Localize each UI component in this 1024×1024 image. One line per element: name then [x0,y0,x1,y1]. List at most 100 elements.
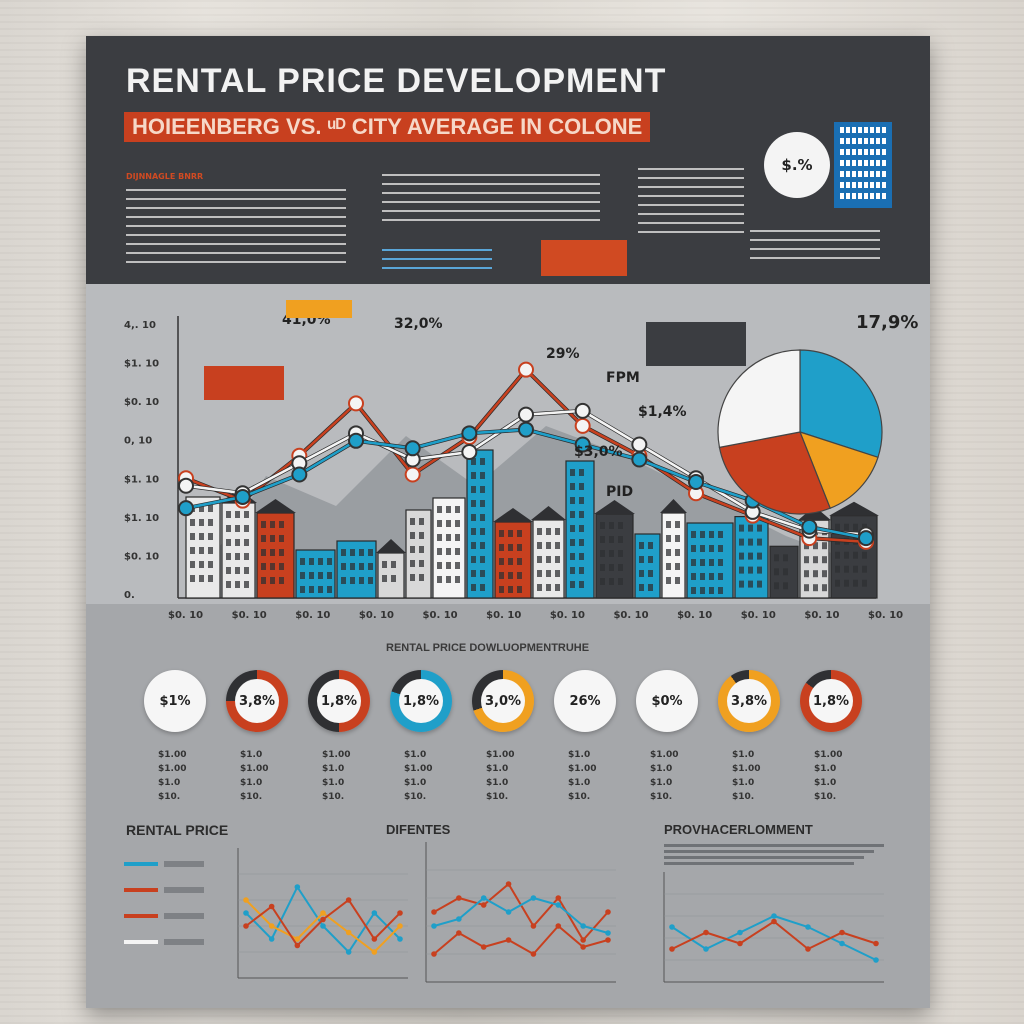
chart-callout: 32,0% [394,316,443,332]
data-point [801,518,818,535]
building-window [862,565,867,573]
bottom-charts-svg [124,842,884,983]
building-window [844,523,849,531]
building-window [570,525,575,532]
building-window [327,586,332,593]
mini-chart-mid-point [555,923,562,929]
building-window [471,570,476,577]
building-window [609,522,614,529]
donut-chart: 3,8% [718,670,780,732]
mini-chart-right-point [839,929,845,936]
mini-chart-left-point [397,936,403,942]
building-window [648,584,653,591]
x-tick-label: $0. 10 [804,610,839,621]
data-point [348,432,364,449]
building-window [419,518,424,525]
building-window [235,539,240,546]
mini-chart-mid-point [431,923,437,929]
building-window [579,539,584,546]
building-window [718,587,723,594]
building-window [537,570,542,577]
building-window [822,570,827,578]
building-window [508,558,513,565]
building-window [570,469,575,476]
building-window [359,577,364,584]
building-window [244,553,249,560]
building-window [341,563,346,570]
building-window [813,542,818,550]
building-window [499,544,504,551]
callout-box-red [204,366,284,400]
building-window [419,574,424,581]
legend-text [164,939,204,945]
donut-chart: 3,0% [472,670,534,732]
building-window [508,586,513,593]
building-window [739,538,744,546]
building-window [480,570,485,577]
mini-chart-left-point [268,903,275,910]
building-window [579,469,584,476]
building-window [279,521,284,528]
mini-chart-mid-point [580,944,586,950]
building-window [579,483,584,490]
building-window [244,539,249,546]
building-window [517,586,522,593]
building-window [739,580,744,588]
infographic-poster: RENTAL PRICE DEVELOPMENT HOIEENBERG VS. … [86,36,930,1008]
building-window [600,550,605,557]
legend-swatch [124,862,158,866]
y-tick-label: $0. 10 [124,397,159,408]
building-window [517,544,522,551]
building-window [199,519,204,526]
building-window [718,573,723,580]
data-point [404,440,421,457]
mini-chart-mid-point [456,930,462,936]
donut-label: 1,8% [809,679,853,723]
building-window [499,530,504,537]
building-window [261,549,266,556]
mini-chart-mid-point [530,895,537,901]
data-point [234,488,251,505]
building-window [639,542,644,549]
building-window [822,584,827,592]
building-window [471,514,476,521]
building-window [480,528,485,535]
donut-label: 3,8% [727,679,771,723]
building-window [471,528,476,535]
building-window [691,545,696,552]
building-window [437,548,442,555]
building-window [555,584,560,591]
building-window [226,539,231,546]
text-line [664,862,854,865]
mini-chart-left-point [320,916,326,923]
mini-chart-left-point [397,910,403,916]
building-window [446,548,451,555]
donut-stat: $1.00 $1.0 $1.0 $10. [486,750,515,802]
bottom-right-title: PROVHACERLOMMENT [664,822,813,837]
building-window [739,566,744,574]
building-window [309,586,314,593]
building-window [208,533,213,540]
building-window [341,549,346,556]
building-window [244,567,249,574]
data-point [178,477,194,494]
donut-chart: 1,8% [308,670,370,732]
building-window [190,561,195,568]
donut-chart: 1,8% [390,670,452,732]
chart-callout: 29% [546,346,580,362]
building-window [555,556,560,563]
bottom-left-title: RENTAL PRICE [126,822,229,838]
data-point [688,473,704,490]
building-window [318,586,323,593]
building-window [517,530,522,537]
building-window [748,566,753,574]
mini-chart-left-point [294,942,301,949]
mini-chart-right-point [737,929,743,936]
building-window [648,542,653,549]
mini-chart-left-point [320,910,326,916]
building-window [226,553,231,560]
building-window [300,586,305,593]
building-window [570,581,575,588]
building-window [471,542,476,549]
building-window [804,542,809,550]
